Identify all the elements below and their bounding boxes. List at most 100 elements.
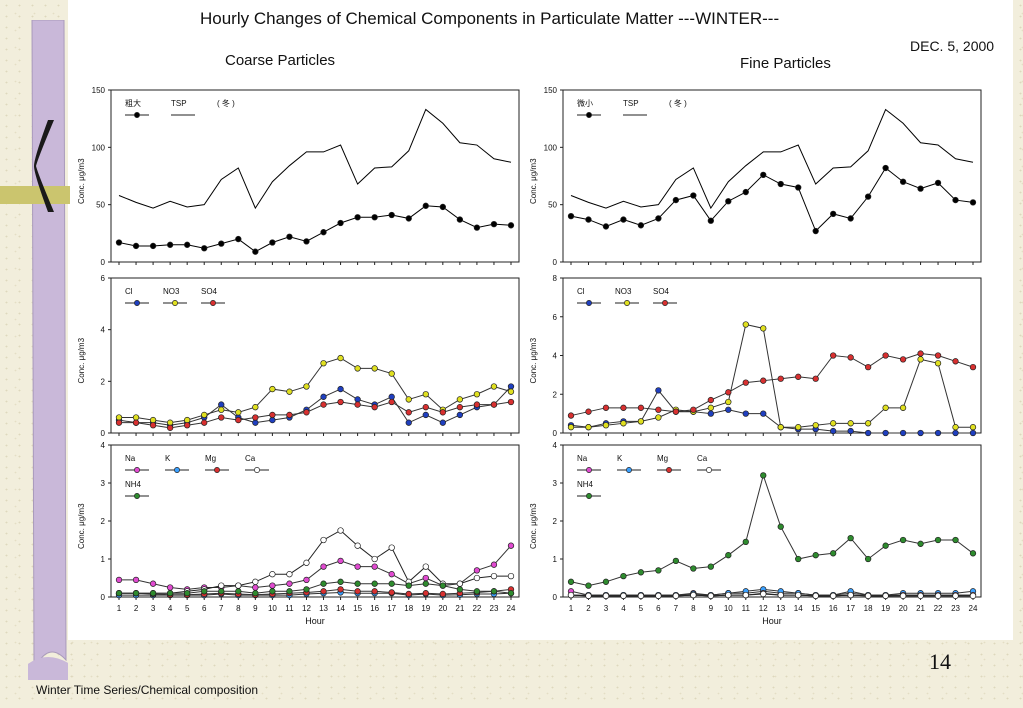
coarse-cations-series-NH4-point bbox=[371, 580, 378, 587]
coarse-cations-series-Ca-point bbox=[286, 571, 293, 578]
coarse-cations-y-tick-label: 1 bbox=[101, 555, 106, 564]
fine-anions-series-SO4-point bbox=[672, 408, 680, 415]
fine-cations-series-NH4-point bbox=[830, 550, 837, 557]
coarse-cations-x-tick-label: 4 bbox=[168, 604, 173, 613]
coarse-cations-series-Mg-point bbox=[371, 588, 378, 595]
coarse-tsp-series-粗大-point bbox=[218, 240, 225, 247]
coarse-tsp-series-粗大-point bbox=[507, 222, 515, 229]
coarse-anions-series-SO4-point bbox=[490, 401, 498, 408]
back-chevron-icon[interactable] bbox=[34, 118, 56, 214]
fine-cations-x-tick-label: 12 bbox=[759, 604, 768, 613]
fine-anions-series-NO3-point bbox=[952, 424, 959, 431]
coarse-anions-series-SO4-point bbox=[286, 411, 293, 419]
coarse-cations-x-tick-label: 2 bbox=[134, 604, 139, 613]
fine-anions-series-SO4-point bbox=[882, 352, 889, 359]
fine-tsp-legend-label-TSP: TSP bbox=[623, 99, 639, 108]
coarse-cations-series-NH4-point bbox=[490, 588, 498, 595]
coarse-anions-series-NO3-point bbox=[132, 414, 140, 421]
coarse-anions-y-tick-label: 0 bbox=[101, 429, 106, 438]
fine-anions-series-NO3-point bbox=[812, 422, 819, 429]
coarse-anions-legend-label-SO4: SO4 bbox=[201, 287, 218, 296]
fine-anions-series-Cl-point bbox=[899, 429, 907, 437]
page-title: Hourly Changes of Chemical Components in… bbox=[200, 9, 780, 28]
fine-cations-series-NH4-point bbox=[882, 542, 889, 549]
coarse-anions-series-NO3-point bbox=[371, 365, 378, 372]
fine-anions-series-Cl-point bbox=[655, 387, 662, 394]
coarse-tsp-series-粗大-point bbox=[252, 248, 259, 255]
fine-cations-x-tick-label: 19 bbox=[881, 604, 890, 613]
coarse-anions-series-NO3-point bbox=[473, 391, 481, 398]
fine-anions-series-SO4-point bbox=[655, 406, 662, 413]
fine-tsp-legend-note: ( 冬 ) bbox=[669, 98, 687, 108]
fine-cations-series-NH4-point bbox=[725, 552, 732, 559]
fine-cations-x-tick-label: 2 bbox=[586, 604, 591, 613]
fine-anions-series-NO3-point bbox=[882, 404, 889, 411]
coarse-cations-series-NH4-point bbox=[235, 588, 242, 595]
fine-tsp-series-微小-point bbox=[742, 188, 749, 196]
date-label: DEC. 5, 2000 bbox=[910, 38, 995, 54]
coarse-cations-x-axis-label: Hour bbox=[305, 616, 325, 626]
fine-anions-series-SO4-point bbox=[637, 404, 645, 411]
accent-bar bbox=[0, 186, 70, 204]
fine-cations-series-NH4-point bbox=[812, 552, 819, 559]
coarse-cations-x-tick-label: 11 bbox=[285, 604, 294, 613]
fine-cations-series-NH4-point bbox=[777, 523, 784, 530]
fine-tsp-legend-label-微小: 微小 bbox=[577, 98, 593, 108]
coarse-cations-series-NH4-point bbox=[473, 588, 481, 595]
coarse-cations-series-Na-point bbox=[252, 584, 259, 591]
coarse-cations-series-Ca-point bbox=[337, 527, 344, 534]
fine-anions-series-SO4-point bbox=[690, 406, 697, 413]
coarse-anions-series-NO3-point bbox=[422, 391, 429, 398]
coarse-cations-x-tick-label: 20 bbox=[438, 604, 447, 613]
fine-cations-x-tick-label: 21 bbox=[916, 604, 925, 613]
fine-cations-series-NH4-point bbox=[585, 582, 592, 589]
coarse-cations-series-Mg-point bbox=[422, 590, 429, 597]
fine-cations-series-Ca-point bbox=[655, 592, 662, 600]
fine-cations-series-NH4-point bbox=[917, 540, 924, 547]
fine-cations-x-tick-label: 10 bbox=[724, 604, 733, 613]
fine-cations-series-NH4-point bbox=[655, 567, 662, 574]
coarse-anions-series-NO3-point bbox=[337, 354, 344, 362]
coarse-anions-series-NO3-point bbox=[149, 416, 157, 424]
fine-tsp-series-微小-point bbox=[777, 180, 784, 188]
fine-anions-legend-marker-SO4 bbox=[662, 300, 668, 306]
fine-anions-series-Cl-point bbox=[742, 410, 749, 417]
fine-cations-x-tick-label: 15 bbox=[811, 604, 820, 613]
coarse-cations-y-axis-label: Conc. μg/m3 bbox=[77, 503, 86, 549]
coarse-cations-series-Ca-point bbox=[371, 555, 378, 563]
coarse-cations-x-tick-label: 13 bbox=[319, 604, 328, 613]
fine-anions-legend-label-SO4: SO4 bbox=[653, 287, 670, 296]
coarse-cations-x-tick-label: 15 bbox=[353, 604, 362, 613]
coarse-cations-series-NH4-point bbox=[269, 588, 276, 595]
coarse-cations-series-Na-point bbox=[388, 571, 395, 578]
coarse-anions-series-NO3-point bbox=[320, 360, 327, 367]
coarse-cations-series-Ca-point bbox=[320, 536, 327, 544]
coarse-anions-series-NO3-point bbox=[354, 365, 361, 372]
fine-tsp-series-微小-point bbox=[655, 215, 662, 222]
fine-anions-legend-marker-Cl bbox=[586, 300, 592, 306]
fine-anions-series-SO4-point bbox=[707, 396, 714, 404]
fine-cations-series-Ca-point bbox=[864, 592, 872, 600]
fine-tsp-series-微小-point bbox=[567, 212, 575, 220]
fine-tsp-y-tick-label: 0 bbox=[553, 258, 558, 267]
fine-anions-series-SO4-point bbox=[969, 363, 977, 371]
fine-tsp-y-tick-label: 150 bbox=[544, 86, 558, 95]
fine-anions-series-NO3-point bbox=[917, 356, 924, 363]
fine-particles-header: Fine Particles bbox=[740, 55, 831, 72]
coarse-cations-x-tick-label: 8 bbox=[236, 604, 241, 613]
coarse-cations-x-tick-label: 22 bbox=[472, 604, 481, 613]
fine-cations-series-NH4-point bbox=[952, 536, 959, 544]
coarse-tsp-legend-label-TSP: TSP bbox=[171, 99, 187, 108]
fine-tsp-y-axis-label: Conc. μg/m3 bbox=[529, 158, 538, 204]
coarse-cations-x-tick-label: 16 bbox=[370, 604, 379, 613]
fine-tsp-series-微小-point bbox=[934, 179, 942, 187]
fine-cations-series-Ca-point bbox=[934, 592, 942, 600]
coarse-tsp-series-粗大-point bbox=[371, 214, 378, 221]
coarse-anions-series-NO3-point bbox=[286, 388, 293, 395]
coarse-tsp-y-tick-label: 150 bbox=[92, 86, 106, 95]
coarse-anions-series-Cl-point bbox=[456, 411, 464, 419]
coarse-cations-series-Ca-point bbox=[218, 582, 225, 589]
fine-cations-series-NH4-point bbox=[864, 555, 872, 563]
coarse-tsp-series-粗大-point bbox=[337, 219, 344, 227]
fine-cations-x-tick-label: 7 bbox=[674, 604, 679, 613]
